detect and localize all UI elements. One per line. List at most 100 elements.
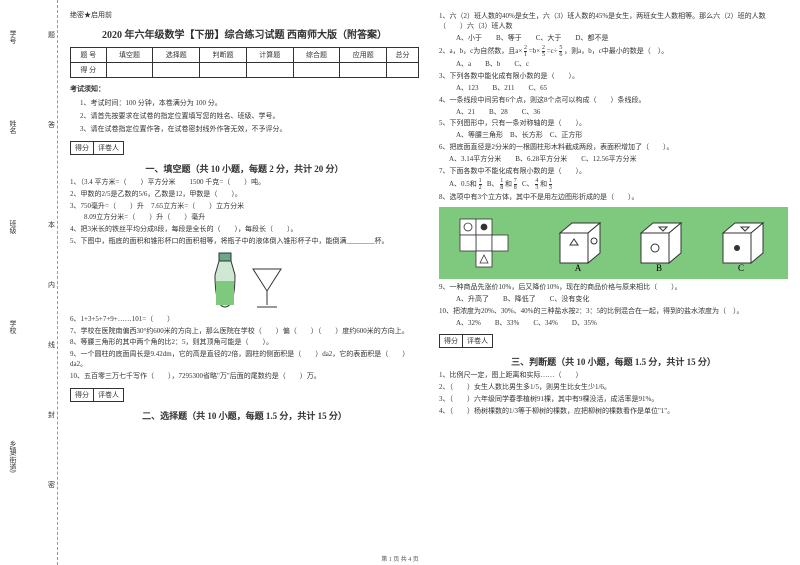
notice-item-3: 3、请在试卷指定位置作答，在试卷密封线外作答无效，不予评分。 [80,124,419,134]
s3-q3: 3、（ ）六年级同学春季植树91棵，其中有9棵没活，成活率是91%。 [439,395,788,405]
s1-q9: 9、一个圆柱的底面周长是9.42dm，它的高是直径的2倍，圆柱的侧面积是（ ）d… [70,350,419,370]
exam-title: 2020 年六年级数学【下册】综合练习试题 西南师大版（附答案） [70,26,419,41]
td-0: 得 分 [71,63,107,78]
seal-char-1: 题 [48,30,55,40]
q2-mid2: =c÷ [547,48,558,56]
s2-q3o: A、123 B、211 C、65 [439,84,788,94]
frac-7-8: 78 [514,178,517,191]
s1-q6: 6、1+3+5+7+9+……101=（ ） [70,315,419,325]
notice-heading: 考试须知： [70,84,419,94]
th-5: 综合题 [293,48,340,63]
td-blank [293,63,340,78]
margin-label-town: 乡镇(街道) [8,440,18,473]
right-column: 1、六（2）班人数的40%是女生，六（3）班人数的45%是女生，两班女生人数相等… [439,10,788,565]
page-container: 学号 姓名 班级 学校 乡镇(街道) 题 答 本 内 线 封 密 绝密★启用前 … [0,0,800,565]
s2-q9o: A、升高了 B、降低了 C、没有变化 [439,295,788,305]
s2-q8: 8、选项中有3个立方体，其中不是用左边图形折成的是（ ）。 [439,193,788,203]
th-1: 填空题 [106,48,153,63]
seal-char-5: 线 [48,340,55,350]
binding-margin: 学号 姓名 班级 学校 乡镇(街道) 题 答 本 内 线 封 密 [0,0,58,565]
s1-q10: 10、五百零三万七千写作（ ），7295300省略"万"后面的尾数约是（ ）万。 [70,372,419,382]
s2-q10: 10、把浓度为20%、30%、40%的三种盐水按2：3：5的比例混合在一起，得到… [439,307,788,317]
td-blank [200,63,247,78]
s2-q1: 1、六（2）班人数的40%是女生，六（3）班人数的45%是女生，两班女生人数相等… [439,12,788,32]
s1-q1: 1、（3.4 平方米=（ ）平方分米 1500 千克=（ ）吨。 [70,178,419,188]
th-4: 计算题 [246,48,293,63]
cone-glass-icon [249,265,285,311]
s1-q4: 4、把3米长的铁丝平均分成8段，每段是全长的（ ），每段长（ ）。 [70,225,419,235]
section3-title: 三、判断题（共 10 小题，每题 1.5 分，共计 15 分） [439,355,788,368]
s2-q4: 4、一条线段中间另有6个点，则这8个点可以构成（ ）条线段。 [439,96,788,106]
margin-label-school: 学校 [8,320,18,334]
s1-q3b: 8.09立方分米=（ ）升（ ）毫升 [70,213,419,223]
cube-c-icon: C [711,213,771,273]
scorer-score: 得分 [440,335,463,347]
seal-char-7: 密 [48,480,55,490]
margin-label-id: 学号 [8,30,18,44]
cube-figure: A B [439,207,788,279]
td-blank [387,63,419,78]
q2-mid: =b× [529,48,540,56]
notice-item-2: 2、请首先按要求在试卷的指定位置填写您的姓名、班级、学号。 [80,111,419,121]
notice-item-1: 1、考试时间：100 分钟，本卷满分为 100 分。 [80,98,419,108]
q2-pre: 2、a，b，c为自然数，且a× [439,48,522,56]
table-row: 得 分 [71,63,419,78]
s3-q2: 2、（ ）女生人数比男生多1/5，则男生比女生少1/6。 [439,383,788,393]
s2-q1o: A、小于 B、等于 C、大于 D、都不是 [439,34,788,44]
s2-q2: 2、a，b，c为自然数，且a× 21 =b× 25 =c÷ 56 ，则a，b，c… [439,45,788,58]
label-c: C [738,263,744,273]
s2-q7: 7、下面各数中不能化成有限小数的是（ ）。 [439,167,788,177]
seal-char-3: 本 [48,220,55,230]
th-6: 应用题 [340,48,387,63]
s1-q3: 3、750毫升=（ ）升 7.65立方米=（ ）立方分米 [70,202,419,212]
s2-q10o: A、32% B、33% C、34% D、35% [439,319,788,329]
secret-label: 绝密★启用前 [70,10,419,20]
frac-2-5: 25 [542,45,545,58]
seal-char-6: 封 [48,410,55,420]
frac-1-3: 13 [549,178,552,191]
s1-q8: 8、等腰三角形的其中两个角的比2：5，则其顶角可能是（ ）。 [70,338,419,348]
s3-q1: 1、比例尺一定，图上距离和实际……（ ） [439,371,788,381]
td-blank [246,63,293,78]
cube-a-icon: A [548,213,608,273]
td-blank [106,63,153,78]
section1-title: 一、填空题（共 10 小题，每题 2 分，共计 20 分） [70,162,419,175]
cube-b-icon: B [629,213,689,273]
s2-q7o: A、0.5和 12 B、 18 和 78 C、 43 和 13 [439,178,788,191]
frac-5-6: 56 [559,45,562,58]
page-footer: 第 1 页 共 4 页 [0,554,800,563]
seal-char-2: 答 [48,120,55,130]
bottle-figure [70,251,419,311]
s2-q3: 3、下列各数中能化成有限小数的是（ ）。 [439,72,788,82]
label-b: B [656,263,662,273]
score-table: 题 号 填空题 选择题 判断题 计算题 综合题 应用题 总分 得 分 [70,47,419,78]
scorer-score: 得分 [71,389,94,401]
s2-q6: 6、把底面直径是2分米的一根圆柱形木料截成两段，表面积增加了（ ）。 [439,143,788,153]
td-blank [340,63,387,78]
s1-q5: 5、下图中，瓶底的面积和锥形杯口的面积相等，将瓶子中的液体倒入锥形杯子中，能倒满… [70,237,419,247]
s1-q2: 2、甲数的2/5是乙数的5/6，乙数是12，甲数是（ ）。 [70,190,419,200]
frac-4-3: 43 [535,178,538,191]
label-a: A [574,263,581,273]
margin-label-name: 姓名 [8,120,18,134]
s2-q9: 9、一种商品先涨价10%，后又降价10%，现在的商品价格与原来相比（ ）。 [439,283,788,293]
scorer-person: 评卷人 [463,335,492,347]
frac-1-2: 12 [479,178,482,191]
content-area: 绝密★启用前 2020 年六年级数学【下册】综合练习试题 西南师大版（附答案） … [58,0,800,565]
scorer-box-2: 得分 评卷人 [70,388,124,402]
s2-q6o: A、3.14平方分米 B、6.28平方分米 C、12.56平方分米 [439,155,788,165]
th-0: 题 号 [71,48,107,63]
th-2: 选择题 [153,48,200,63]
section2-title: 二、选择题（共 10 小题，每题 1.5 分，共计 15 分） [70,409,419,422]
scorer-person: 评卷人 [94,142,123,154]
s3-q4: 4、（ ）杨树棵数的1/3等于柳树的棵数，应把柳树的棵数看作是单位"1"。 [439,407,788,417]
scorer-box-1: 得分 评卷人 [70,141,124,155]
th-3: 判断题 [200,48,247,63]
left-column: 绝密★启用前 2020 年六年级数学【下册】综合练习试题 西南师大版（附答案） … [70,10,419,565]
s2-q5o: A、等腰三角形 B、长方形 C、正方形 [439,131,788,141]
frac-1-8: 18 [500,178,503,191]
table-row: 题 号 填空题 选择题 判断题 计算题 综合题 应用题 总分 [71,48,419,63]
bottle-icon [205,251,245,311]
s2-q4o: A、21 B、28 C、36 [439,108,788,118]
scorer-box-3: 得分 评卷人 [439,334,493,348]
